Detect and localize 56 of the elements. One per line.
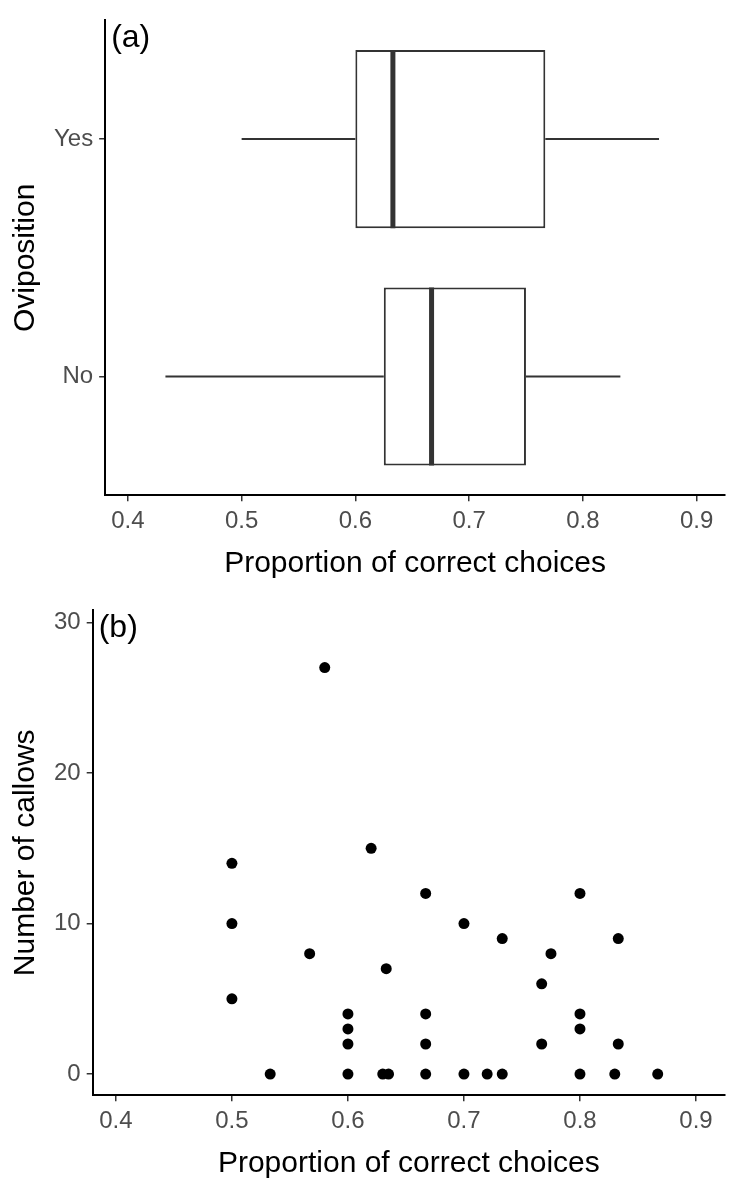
x-tick-label: 0.8: [563, 1106, 597, 1134]
point: [496, 933, 508, 945]
y-tick-label: 0: [67, 1058, 81, 1086]
point: [536, 978, 548, 990]
x-tick-label: 0.5: [224, 506, 259, 534]
point: [420, 1008, 432, 1020]
x-tick-label: 0.6: [331, 1106, 365, 1134]
point: [536, 1038, 548, 1050]
point: [380, 963, 392, 975]
y-tick-label: 30: [53, 607, 81, 635]
x-axis-title: Proportion of correct choices: [217, 1145, 600, 1179]
y-tick-label: 20: [53, 757, 81, 785]
point: [574, 1023, 586, 1035]
point: [365, 842, 377, 854]
x-tick-label: 0.6: [338, 506, 373, 534]
point: [342, 1023, 354, 1035]
x-tick-label: 0.4: [99, 1106, 133, 1134]
y-axis-title: Number of callows: [7, 729, 41, 977]
point: [420, 1038, 432, 1050]
point: [609, 1068, 621, 1080]
point: [420, 1068, 432, 1080]
x-axis-title: Proportion of correct choices: [224, 545, 606, 579]
point: [458, 1068, 470, 1080]
point: [342, 1038, 354, 1050]
chart-title: (a): [111, 18, 151, 55]
point: [458, 918, 470, 930]
point: [304, 948, 316, 960]
x-tick-label: 0.9: [679, 506, 714, 534]
point: [574, 887, 586, 899]
point: [574, 1068, 586, 1080]
point: [264, 1068, 276, 1080]
point: [319, 662, 331, 674]
point: [612, 933, 624, 945]
point: [545, 948, 557, 960]
point: [420, 887, 432, 899]
point: [612, 1038, 624, 1050]
point: [226, 857, 238, 869]
x-tick-label: 0.8: [566, 506, 600, 534]
y-tick-label: No: [62, 361, 94, 389]
point: [652, 1068, 664, 1080]
y-tick-label: Yes: [54, 123, 94, 151]
x-tick-label: 0.7: [452, 506, 486, 534]
point: [574, 1008, 586, 1020]
x-tick-label: 0.9: [679, 1106, 713, 1134]
point: [481, 1068, 493, 1080]
y-axis-title: Oviposition: [7, 183, 41, 332]
x-tick-label: 0.4: [111, 506, 145, 534]
point: [342, 1068, 354, 1080]
point: [226, 993, 238, 1005]
x-tick-label: 0.7: [447, 1106, 481, 1134]
x-tick-label: 0.5: [215, 1106, 249, 1134]
y-tick-label: 10: [53, 908, 81, 936]
chart-title: (b): [98, 608, 138, 645]
point: [226, 918, 238, 930]
point: [496, 1068, 508, 1080]
point: [342, 1008, 354, 1020]
